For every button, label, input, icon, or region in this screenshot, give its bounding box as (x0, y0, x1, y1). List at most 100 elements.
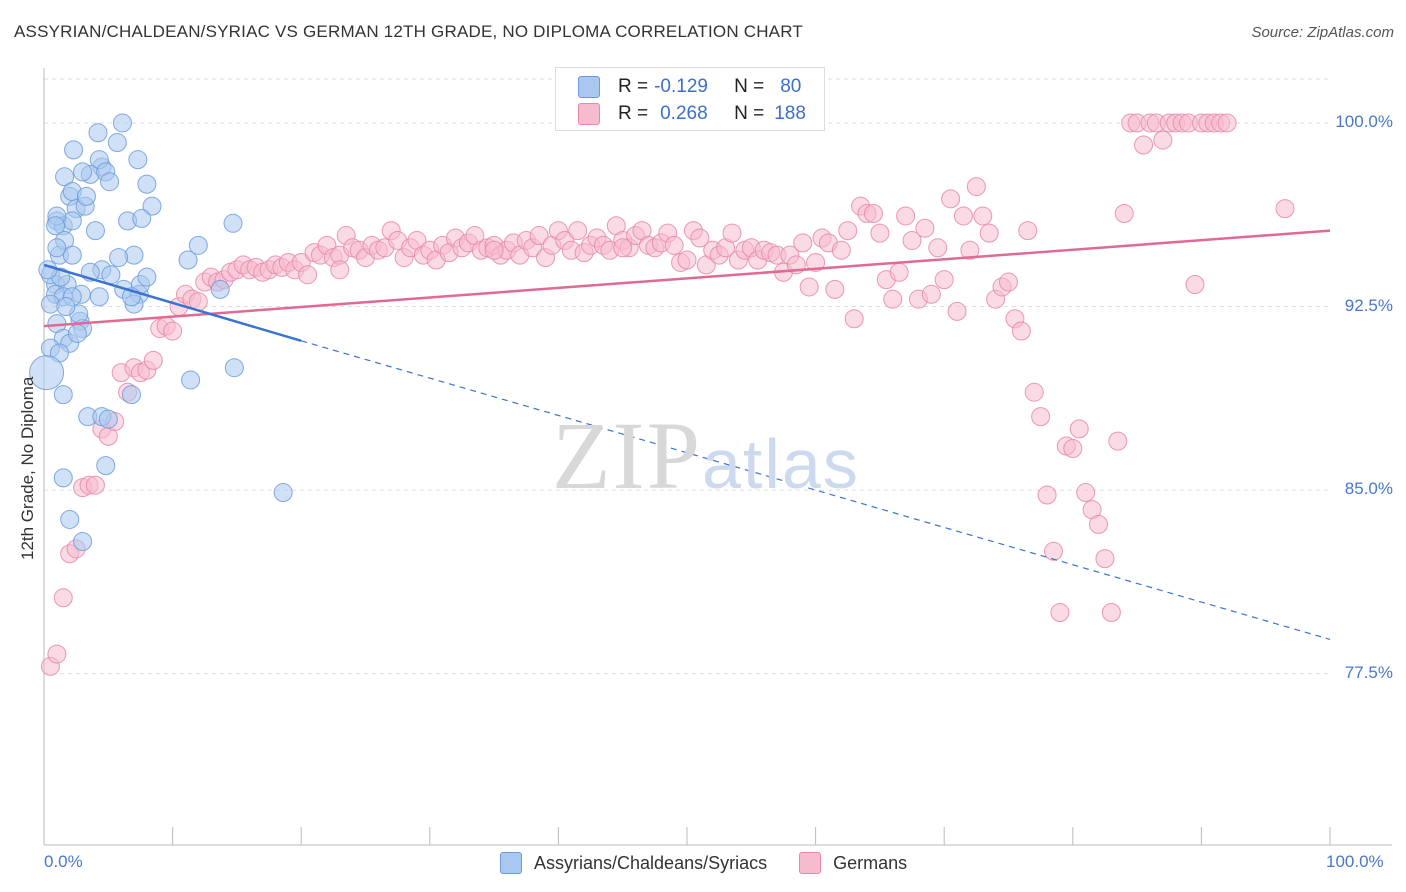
assyrians-points (29, 113, 293, 551)
germans-point (568, 221, 588, 241)
germans-point (85, 475, 105, 495)
assyrians-point (67, 323, 87, 343)
n-value: 80 (780, 76, 802, 97)
germans-point (973, 206, 993, 226)
assyrians-trend-extension (301, 340, 1331, 640)
germans-point (863, 204, 883, 224)
assyrians-point (273, 483, 293, 503)
assyrians-point (60, 509, 80, 529)
assyrians-trend-line (43, 263, 302, 342)
r-value: -0.129 (654, 76, 708, 97)
germans-point (896, 206, 916, 226)
germans-point (953, 206, 973, 226)
assyrians-point (100, 172, 120, 192)
watermark: ZIPatlas (552, 400, 860, 511)
germans-point (143, 350, 163, 370)
germans-point (921, 284, 941, 304)
y-tick-label: 92.5% (1344, 295, 1393, 315)
germans-point (1153, 130, 1173, 150)
germans-point (664, 235, 684, 255)
assyrians-point (85, 221, 105, 241)
assyrians-point (89, 287, 109, 307)
assyrians-point (46, 216, 66, 236)
assyrians-point (132, 208, 152, 228)
assyrians-point (53, 385, 73, 405)
germans-point (1275, 199, 1295, 219)
r-label: R = (618, 76, 649, 97)
assyrians-point (181, 370, 201, 390)
assyrians-point (62, 245, 82, 265)
germans-point (825, 279, 845, 299)
germans-point (960, 240, 980, 260)
germans-legend-swatch (799, 852, 822, 874)
trend-lines (43, 229, 1331, 640)
assyrians-point (96, 456, 116, 476)
assyrians-point (137, 174, 157, 194)
germans-point (53, 588, 73, 608)
axes (43, 68, 1392, 846)
legend-item-germans[interactable]: Germans (799, 852, 907, 874)
x-tick-max: 100.0% (1326, 852, 1384, 871)
assyrians-point (223, 213, 243, 233)
germans-point (1217, 113, 1237, 133)
n-label: N = (734, 76, 765, 97)
germans-point (1011, 321, 1031, 341)
assyrians-point (210, 279, 230, 299)
germans-point (902, 230, 922, 250)
y-tick-label: 85.0% (1344, 479, 1393, 499)
y-tick-label: 77.5% (1344, 662, 1393, 682)
germans-point (298, 265, 318, 285)
germans-point (1069, 419, 1089, 439)
legend-item-assyrians[interactable]: Assyrians/Chaldeans/Syriacs (500, 852, 767, 874)
germans-point (1095, 549, 1115, 569)
germans-point (838, 221, 858, 241)
assyrians-point (73, 162, 93, 182)
germans-point (1050, 602, 1070, 622)
germans-point (677, 250, 697, 270)
germans-point (1114, 204, 1134, 224)
n-label: N = (734, 103, 765, 124)
germans-point (330, 260, 350, 280)
assyrians-point (178, 250, 198, 270)
germans-point (844, 309, 864, 329)
assyrians-point (121, 385, 141, 405)
assyrians-point (73, 531, 93, 551)
germans-point (722, 223, 742, 243)
germans-point (928, 238, 948, 258)
assyrians-point (38, 260, 58, 280)
germans-point (1063, 438, 1083, 458)
germans-point (979, 223, 999, 243)
germans-point (1018, 221, 1038, 241)
germans-point (613, 238, 633, 258)
watermark-atlas: atlas (702, 425, 860, 503)
germans-point (941, 189, 961, 209)
chart-title: ASSYRIAN/CHALDEAN/SYRIAC VS GERMAN 12TH … (14, 22, 803, 41)
assyrians-point (112, 113, 132, 133)
germans-point (999, 272, 1018, 292)
assyrians-point (55, 167, 75, 187)
germans-point (947, 301, 967, 321)
germans-point (529, 226, 549, 246)
germans-point (1024, 382, 1044, 402)
assyrians-point (109, 248, 129, 268)
germans-point (1134, 135, 1154, 155)
assyrians-swatch (578, 76, 600, 98)
watermark-zip: ZIP (552, 402, 702, 509)
assyrians-point (128, 150, 148, 170)
germans-point (793, 233, 813, 253)
germans-point (1108, 431, 1128, 451)
germans-point (915, 218, 935, 238)
source-text: Source: ZipAtlas.com (1251, 24, 1394, 41)
assyrians-legend-swatch (500, 852, 522, 874)
y-axis-label: 12th Grade, No Diploma (18, 376, 37, 560)
germans-swatch (578, 103, 600, 125)
germans-point (1031, 407, 1051, 427)
stats-row-germans: R = 0.268 N = 188 (578, 102, 806, 126)
assyrians-point (56, 297, 76, 317)
stats-row-assyrians: R = -0.129 N = 80 (578, 75, 801, 99)
assyrians-point (64, 140, 84, 160)
assyrians-point (142, 196, 162, 216)
assyrians-point (29, 355, 65, 391)
germans-point (1037, 485, 1057, 505)
germans-point (1101, 602, 1121, 622)
